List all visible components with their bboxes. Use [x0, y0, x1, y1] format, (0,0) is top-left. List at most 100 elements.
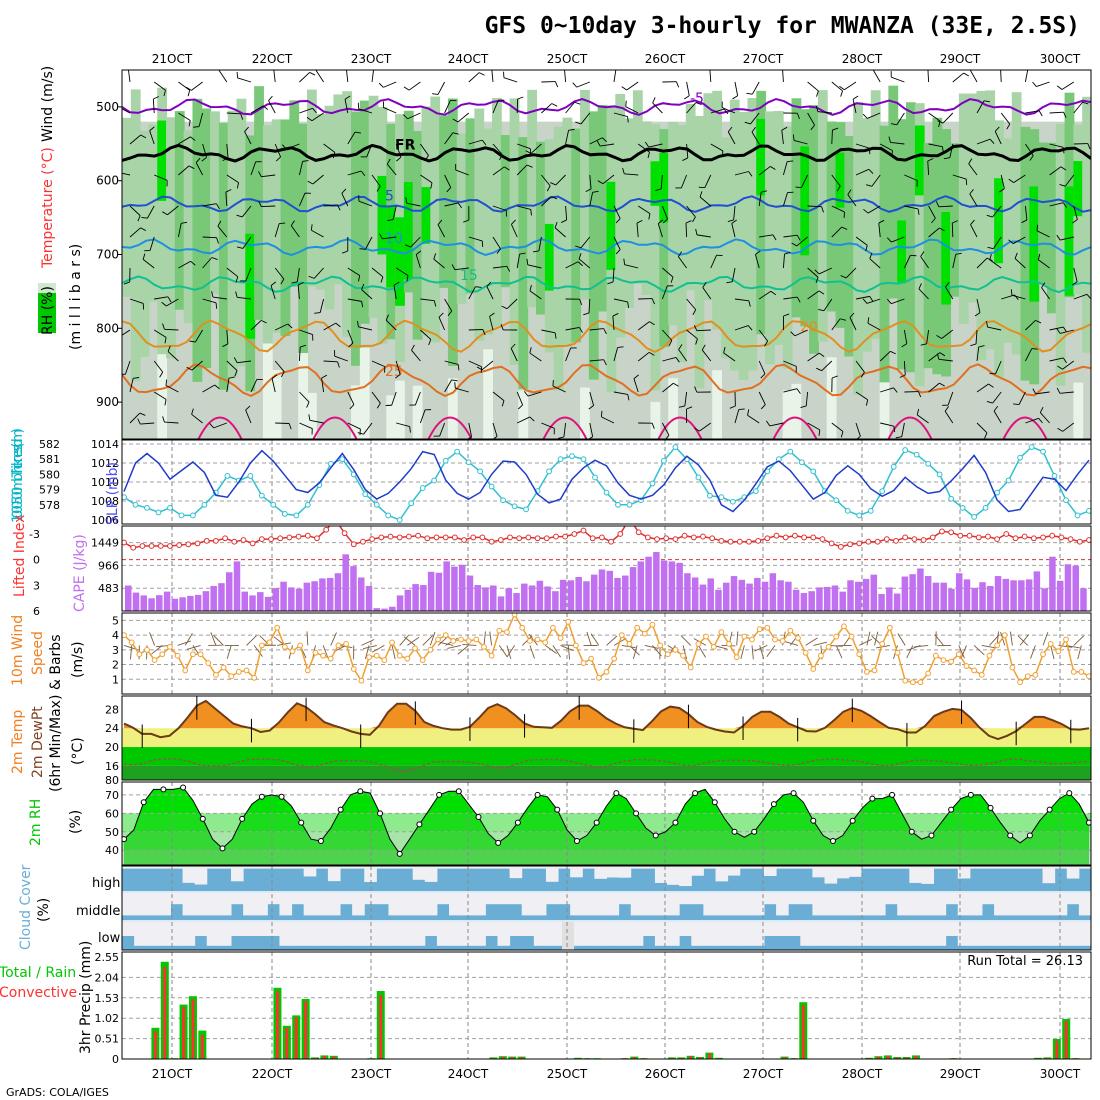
cape-bar [326, 577, 334, 611]
rh-point [1086, 819, 1091, 826]
wind-barb [347, 391, 355, 405]
wind-barb-flag [1001, 66, 1006, 68]
wind-barb-flag [165, 379, 168, 386]
wind-barb-flag [818, 352, 825, 357]
wind-barb-flag [814, 269, 820, 275]
wind-barb-flag [760, 404, 766, 410]
wind-barb-flag [682, 157, 688, 161]
wind-barb [1024, 70, 1029, 83]
wind-barb-flag [312, 108, 317, 114]
wind-barb [444, 202, 459, 207]
wind-barb [831, 422, 844, 432]
wind-barb [371, 174, 381, 187]
lifted-index-point [167, 543, 173, 549]
wind-barb [516, 391, 524, 406]
wind-barb-flag [159, 371, 164, 378]
lifted-index-point [130, 544, 137, 551]
lifted-index-point [1049, 532, 1056, 539]
wind-barb [202, 203, 217, 207]
rh-column [271, 119, 282, 333]
cloud-clear-cell [497, 922, 511, 946]
lifted-index-point [1021, 533, 1028, 540]
wind-barb-flag [678, 405, 685, 408]
wind10m-barb [784, 641, 799, 646]
cloud-clear-cell [400, 893, 414, 916]
wind-barb [164, 328, 179, 331]
rh-point [908, 828, 915, 835]
wind-barb [758, 192, 762, 207]
wind-barb [976, 298, 981, 313]
wind-barb-flag [517, 404, 523, 410]
cloud-clear-cell [872, 866, 886, 869]
wind-barb-flag [603, 359, 607, 366]
cloud-clear-cell [303, 893, 317, 916]
wind-barb [530, 143, 542, 154]
wind10m-point [122, 632, 127, 638]
wind10m-label-line4: (m/s) [70, 641, 86, 678]
wind10m-tick-label: 4 [112, 629, 119, 642]
lifted-index-point [451, 534, 458, 541]
cape-bar [187, 595, 194, 611]
wind-barb [468, 236, 483, 242]
wind-barb [468, 329, 483, 331]
wind-barb [661, 285, 668, 300]
wind-barb [734, 409, 740, 424]
wind10m-barb [682, 645, 687, 660]
cape-bar [800, 593, 808, 611]
wind-barb [433, 258, 445, 269]
cloud-clear-cell [1006, 866, 1019, 869]
wind-barb-flag [486, 281, 492, 287]
cape-bar [940, 582, 947, 611]
temp-tick-label: 20 [105, 741, 119, 754]
wind10m-barb [766, 645, 776, 658]
wind10m-point [243, 667, 250, 674]
wind-barb [286, 143, 300, 150]
wind-barb [154, 174, 168, 181]
wind10m-point [151, 657, 158, 664]
cloud-clear-cell [897, 893, 910, 916]
rh-point [829, 838, 836, 845]
wind-barb [1013, 174, 1026, 183]
wind-barb [580, 112, 591, 125]
cape-bar [311, 581, 318, 611]
lifted-index-point [387, 533, 394, 540]
wind-barb [890, 142, 905, 145]
thickness-point [1063, 497, 1069, 504]
hot-isotherm [657, 416, 703, 439]
wind-barb [951, 222, 954, 238]
wind-barb [125, 360, 131, 375]
cape-bar [629, 567, 637, 611]
wind-barb-flag [1041, 282, 1046, 288]
wind-barb [1018, 391, 1026, 405]
wind-barb [347, 170, 362, 176]
wind-barb-flag [529, 284, 532, 292]
thickness-point [982, 504, 989, 511]
top-date-label: 21OCT [152, 52, 193, 66]
cloud-clear-cell [497, 866, 511, 869]
wind-barb [541, 196, 552, 207]
rh-point [1007, 832, 1014, 839]
thickness-point [626, 501, 633, 508]
wind-barb [723, 352, 736, 362]
wind-barb-flag [349, 404, 355, 410]
wind-barb-flag [931, 217, 936, 224]
wind-barb [122, 108, 131, 114]
wind-barb-flag [891, 150, 893, 157]
wind-barb [481, 360, 494, 371]
wind10m-point [932, 652, 939, 659]
wind10m-point [174, 652, 181, 659]
wind-barb [299, 107, 313, 114]
lifted-index-line [122, 526, 1091, 551]
wind-barb [129, 205, 141, 216]
wind-barb-flag [1032, 388, 1037, 395]
rh-saturated-cell [386, 206, 397, 288]
lifted-index-point [369, 536, 376, 543]
precip-convective-bar [886, 1055, 890, 1059]
wind-barb-flag [1013, 403, 1020, 405]
wind-barb [237, 296, 252, 300]
wind-barb-flag [575, 245, 582, 249]
hot-isotherm [1002, 416, 1048, 439]
precip-convective-bar [294, 1017, 298, 1059]
wind-barb [928, 112, 941, 122]
